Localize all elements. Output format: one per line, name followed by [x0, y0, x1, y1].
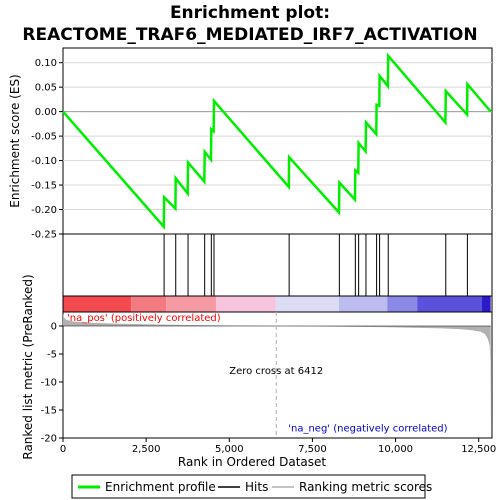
metric-axis-label: Ranked list metric (PreRanked): [21, 274, 35, 459]
metric-tick-label: 0: [51, 322, 57, 333]
es-tick-label: 0.10: [35, 58, 57, 69]
metric-tick-label: -15: [41, 406, 57, 417]
es-tick-label: -0.05: [31, 132, 57, 143]
es-tick-label: 0.05: [35, 83, 57, 94]
hits-panel-frame: [62, 233, 493, 297]
heat-bar-segment: [417, 296, 483, 312]
x-axis-label: Rank in Ordered Dataset: [178, 455, 326, 469]
es-tick-label: -0.15: [31, 181, 57, 192]
heat-bar-segment: [275, 296, 340, 312]
x-tick-label: 5,000: [215, 444, 244, 455]
heat-bar-segment: [166, 296, 216, 312]
enrichment-profile-line: [62, 52, 492, 230]
legend-label: Ranking metric scores: [299, 480, 432, 494]
chart-title-line1: Enrichment plot:: [170, 3, 330, 23]
heat-bar-segment: [387, 296, 418, 312]
es-axis-label: Enrichment score (ES): [8, 74, 22, 207]
legend-label: Hits: [245, 480, 268, 494]
heat-bar-segment: [482, 296, 491, 312]
chart-title-line2: REACTOME_TRAF6_MEDIATED_IRF7_ACTIVATION: [22, 25, 477, 45]
x-tick-label: 2,500: [132, 444, 161, 455]
metric-tick-label: -10: [41, 378, 57, 389]
x-tick-label: 0: [60, 444, 66, 455]
heat-bar-segment: [339, 296, 388, 312]
es-tick-label: -0.20: [31, 205, 57, 216]
metric-tick-label: -20: [41, 434, 57, 445]
positive-correlation-label: 'na_pos' (positively correlated): [67, 313, 221, 324]
x-tick-label: 7,500: [298, 444, 327, 455]
es-tick-label: -0.10: [31, 156, 57, 167]
x-tick-label: 12,500: [461, 444, 496, 455]
metric-panel-frame: [62, 311, 493, 439]
legend-box: [71, 474, 426, 499]
heat-bar-segment: [63, 296, 132, 312]
negative-correlation-label: 'na_neg' (negatively correlated): [288, 423, 447, 434]
es-tick-label: 0.00: [35, 107, 57, 118]
metric-tick-label: -5: [47, 350, 57, 361]
legend-label: Enrichment profile: [105, 480, 216, 494]
heat-bar-segment: [131, 296, 167, 312]
es-tick-label: -0.25: [31, 230, 57, 241]
heat-bar-segment: [215, 296, 276, 312]
zero-cross-label: Zero cross at 6412: [229, 366, 323, 377]
x-tick-label: 10,000: [378, 444, 413, 455]
es-panel-frame: [62, 47, 493, 235]
